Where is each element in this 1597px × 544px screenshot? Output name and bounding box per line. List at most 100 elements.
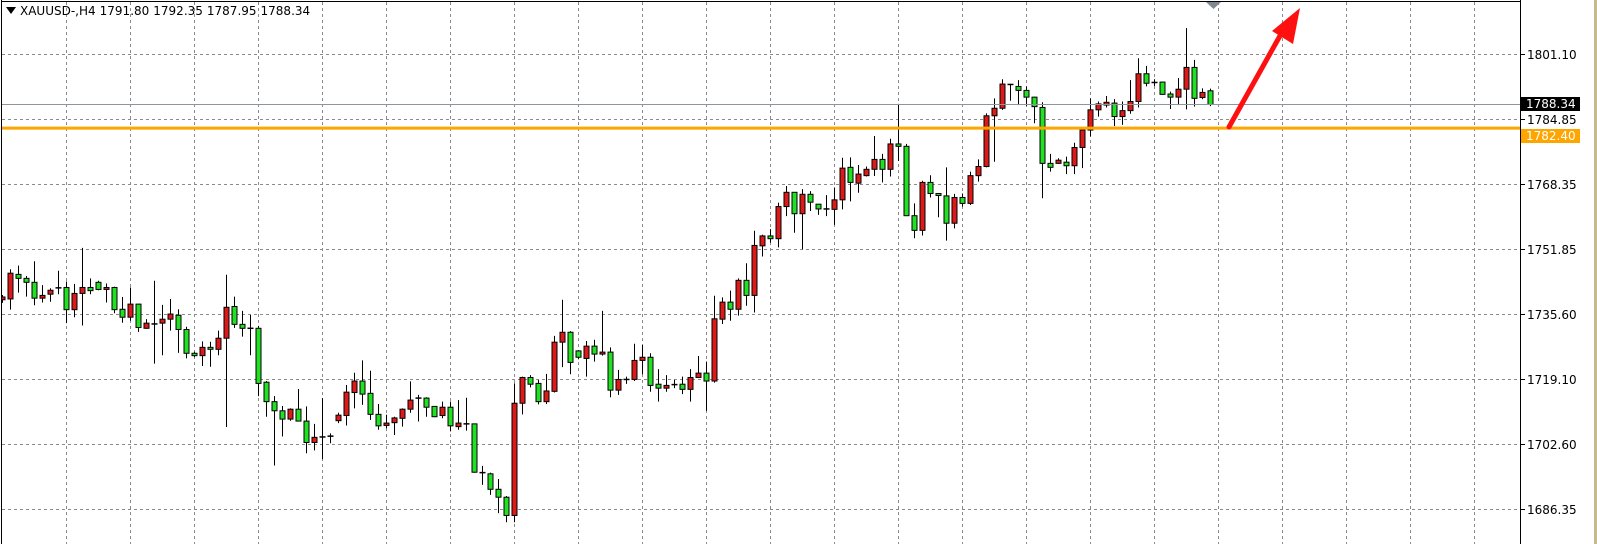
candle bbox=[351, 372, 358, 409]
candle-body bbox=[271, 401, 278, 412]
candle-body bbox=[935, 192, 942, 196]
candle bbox=[583, 340, 590, 377]
candle bbox=[1207, 88, 1214, 107]
candle-body bbox=[311, 436, 318, 443]
red-arrow-annotation[interactable] bbox=[1226, 8, 1300, 130]
candle-body bbox=[663, 384, 670, 389]
candle-body bbox=[63, 286, 70, 311]
candle bbox=[143, 319, 150, 329]
candle bbox=[1047, 153, 1054, 172]
candle bbox=[935, 192, 942, 218]
candle bbox=[719, 297, 726, 324]
candle bbox=[359, 360, 366, 405]
candle-body bbox=[1167, 93, 1174, 98]
candle bbox=[159, 304, 166, 356]
candle bbox=[31, 261, 38, 306]
candle-body bbox=[775, 206, 782, 240]
candle-body bbox=[303, 420, 310, 443]
candle-body bbox=[535, 382, 542, 403]
candle-body bbox=[103, 286, 110, 290]
candle-body bbox=[967, 175, 974, 204]
candle-body bbox=[759, 235, 766, 247]
candle-body bbox=[79, 286, 86, 294]
candle bbox=[335, 412, 342, 424]
candle bbox=[151, 280, 158, 364]
candle bbox=[327, 433, 334, 444]
candle bbox=[631, 343, 638, 382]
candle-body bbox=[399, 408, 406, 419]
candle bbox=[479, 465, 486, 485]
candle bbox=[1167, 91, 1174, 110]
candle-body bbox=[239, 323, 246, 329]
candle-body bbox=[215, 337, 222, 350]
candle-body bbox=[751, 244, 758, 296]
candle bbox=[759, 234, 766, 257]
triangle-down-icon[interactable] bbox=[6, 7, 16, 14]
candle-body bbox=[351, 380, 358, 394]
candle bbox=[599, 310, 606, 356]
candle-body bbox=[439, 406, 446, 417]
candle-body bbox=[1127, 101, 1134, 112]
candle-body bbox=[1207, 90, 1214, 106]
price-axis: 1801.10 1784.85 1768.35 1751.85 1735.60 1719.… bbox=[1520, 48, 1577, 517]
open-price: 1791.80 bbox=[99, 4, 150, 18]
level-price-tag: 1782.40 bbox=[1521, 128, 1580, 143]
candle bbox=[399, 408, 406, 427]
candle bbox=[111, 286, 118, 314]
candle bbox=[1039, 102, 1046, 199]
candle-body bbox=[551, 341, 558, 392]
candle bbox=[167, 298, 174, 331]
candle bbox=[903, 143, 910, 217]
candle bbox=[575, 350, 582, 360]
shift-marker-icon[interactable] bbox=[1206, 2, 1221, 9]
candle bbox=[591, 339, 598, 362]
candle-body bbox=[943, 195, 950, 224]
candle-body bbox=[47, 289, 54, 295]
candle-body bbox=[359, 380, 366, 395]
candle bbox=[783, 185, 790, 217]
candle-body bbox=[959, 196, 966, 204]
candle-body bbox=[231, 305, 238, 325]
candle bbox=[943, 167, 950, 241]
candle-body bbox=[1047, 162, 1054, 168]
candle bbox=[999, 79, 1006, 110]
candle-body bbox=[695, 372, 702, 378]
candle bbox=[655, 369, 662, 402]
candle-body bbox=[183, 328, 190, 354]
candle bbox=[951, 193, 958, 229]
candle-body bbox=[407, 399, 414, 410]
candle-body bbox=[2, 296, 6, 301]
candle-body bbox=[711, 318, 718, 382]
candle-body bbox=[367, 392, 374, 415]
candle bbox=[1175, 78, 1182, 106]
candle-body bbox=[1023, 89, 1030, 98]
candle bbox=[623, 376, 630, 384]
candle-body bbox=[1031, 96, 1038, 108]
candle bbox=[991, 98, 998, 162]
candle bbox=[287, 408, 294, 421]
candle-body bbox=[815, 203, 822, 210]
candle-body bbox=[95, 281, 102, 290]
candle bbox=[391, 416, 398, 435]
candle-body bbox=[703, 372, 710, 382]
candle-body bbox=[591, 345, 598, 355]
candle-body bbox=[423, 397, 430, 408]
candle bbox=[871, 136, 878, 177]
candle-body bbox=[255, 327, 262, 384]
candle bbox=[751, 230, 758, 313]
candle bbox=[519, 376, 526, 415]
candle bbox=[567, 331, 574, 375]
candle bbox=[767, 229, 774, 243]
candle bbox=[255, 325, 262, 397]
candle bbox=[1071, 142, 1078, 175]
candle bbox=[1055, 158, 1062, 164]
candle bbox=[503, 496, 510, 523]
candle-body bbox=[1015, 85, 1022, 91]
candle bbox=[975, 159, 982, 182]
candle-body bbox=[919, 181, 926, 231]
candle bbox=[47, 288, 54, 302]
candle bbox=[215, 330, 222, 356]
candle-body bbox=[23, 277, 30, 283]
candle-body bbox=[1095, 103, 1102, 111]
